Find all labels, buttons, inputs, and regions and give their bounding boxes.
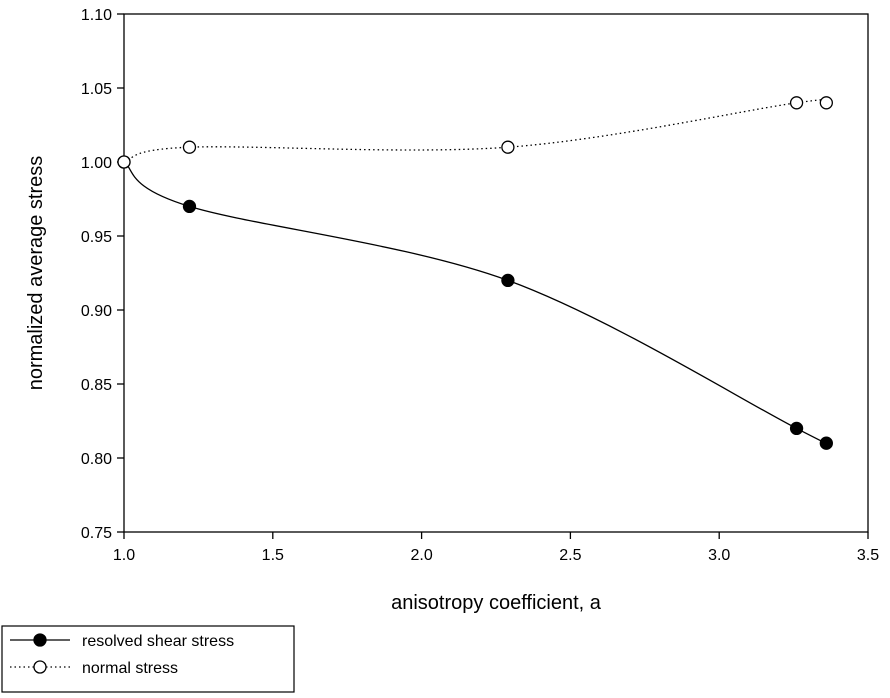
- data-point-resolved-shear-stress: [501, 273, 515, 288]
- legend-box: [1, 625, 295, 693]
- data-point-resolved-shear-stress: [789, 421, 804, 436]
- plot-frame: [123, 13, 869, 533]
- y-tick-label: 0.90: [81, 303, 112, 320]
- y-tick-label: 0.75: [81, 525, 112, 542]
- x-tick-label: 1.5: [262, 547, 284, 564]
- legend-label-normal-stress: normal stress: [82, 660, 178, 677]
- legend-marker-resolved-shear-stress: [33, 633, 47, 647]
- series-line-normal-stress: [123, 98, 831, 163]
- series-layer: [117, 96, 833, 450]
- plot-area: [123, 13, 869, 533]
- y-tick-label: 1.00: [81, 155, 112, 172]
- data-point-normal-stress: [819, 96, 833, 110]
- data-point-normal-stress: [501, 140, 515, 154]
- x-tick-label: 2.5: [559, 547, 581, 564]
- y-tick-label: 1.10: [81, 7, 112, 24]
- y-axis-title: normalized average stress: [25, 156, 47, 391]
- x-axis-title: anisotropy coefficient, a: [391, 592, 602, 614]
- data-point-normal-stress: [182, 140, 197, 154]
- y-tick-label: 0.80: [81, 451, 112, 468]
- x-axis: 1.0 1.5 2.0 2.5 3.0 3.5: [113, 532, 879, 564]
- x-tick-label: 3.5: [857, 547, 879, 564]
- y-tick-label: 1.05: [81, 81, 112, 98]
- y-tick-label: 0.85: [81, 377, 112, 394]
- data-point-resolved-shear-stress: [819, 436, 833, 450]
- y-axis: 0.75 0.80 0.85 0.90 0.95 1.00 1.05 1.10: [81, 7, 124, 542]
- legend: resolved shear stress normal stress: [1, 625, 295, 693]
- data-point-normal-stress: [117, 155, 131, 169]
- x-tick-label: 1.0: [113, 547, 135, 564]
- x-tick-label: 2.0: [410, 547, 432, 564]
- data-point-resolved-shear-stress: [182, 199, 197, 214]
- series-line-resolved-shear-stress: [123, 161, 831, 446]
- legend-label-resolved-shear-stress: resolved shear stress: [82, 633, 234, 650]
- legend-marker-normal-stress: [33, 660, 47, 674]
- data-point-normal-stress: [789, 96, 804, 110]
- x-tick-label: 3.0: [708, 547, 730, 564]
- y-tick-label: 0.95: [81, 229, 112, 246]
